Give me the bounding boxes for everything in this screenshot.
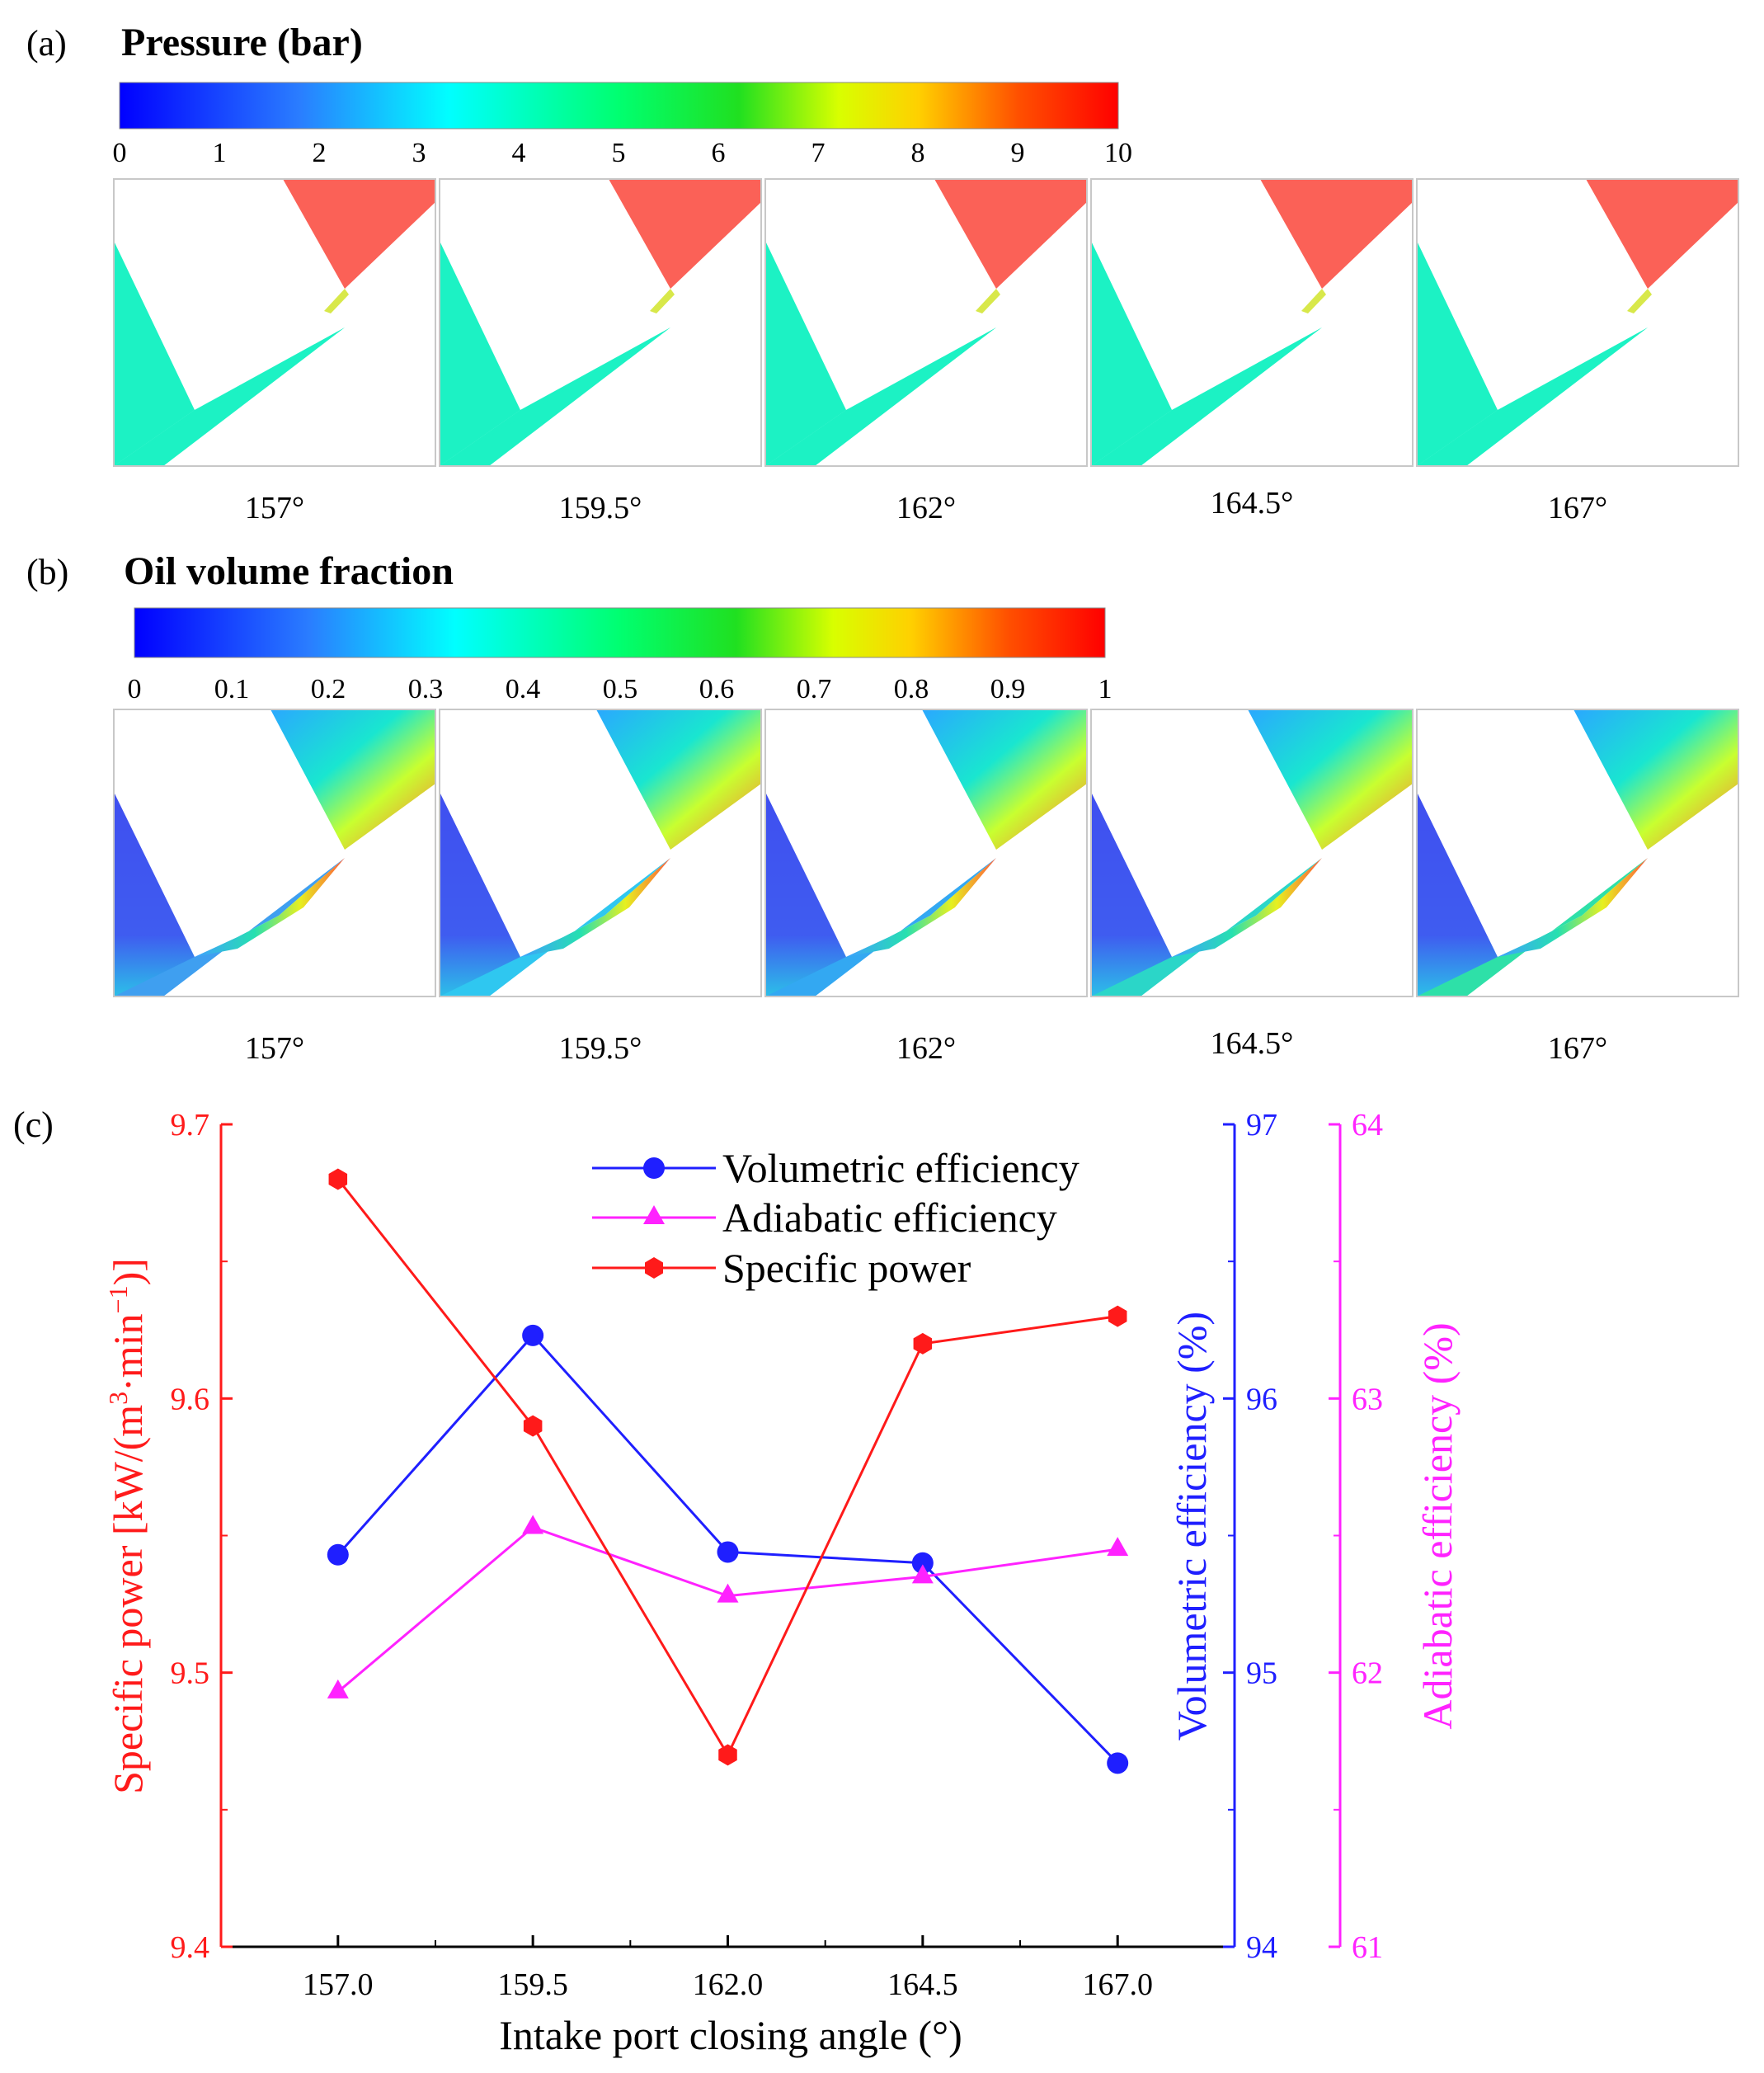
pressure-tick: 5 <box>612 138 626 168</box>
x-tick-label: 162.0 <box>693 1967 764 2002</box>
oil-contour-167 <box>1416 709 1739 997</box>
oil-angle-label: 167° <box>1548 1031 1607 1066</box>
panel-a-title: Pressure (bar) <box>121 21 363 64</box>
volumetric-efficiency-point <box>1107 1752 1129 1774</box>
legend-label-specific-power: Specific power <box>722 1245 971 1291</box>
adiabatic-axis-tick-label: 62 <box>1352 1656 1383 1691</box>
panel-a: (a) Pressure (bar) 0 1 2 3 4 5 6 7 8 9 1… <box>26 21 1739 525</box>
legend: Volumetric efficiency Adiabatic efficien… <box>592 1145 1080 1291</box>
oil-tick: 0.6 <box>699 674 735 704</box>
volumetric-axis-tick-label: 95 <box>1246 1656 1277 1691</box>
adiabatic-efficiency-point <box>911 1564 934 1584</box>
x-tick-label: 164.5 <box>887 1967 958 2002</box>
panel-b-title: Oil volume fraction <box>124 549 454 593</box>
specific-power-point <box>523 1415 543 1437</box>
specific-power-point <box>1108 1305 1127 1327</box>
legend-label-adiabatic: Adiabatic efficiency <box>722 1194 1057 1241</box>
pressure-contour-157 <box>113 178 436 467</box>
adiabatic-efficiency-point <box>1107 1537 1129 1557</box>
left-axis-tick-label: 9.5 <box>171 1656 210 1691</box>
volumetric-axis-title: Volumetric efficiency (%) <box>1169 1312 1215 1741</box>
specific-power-point <box>913 1332 933 1355</box>
oil-colorbar <box>134 607 1106 658</box>
oil-tick: 1 <box>1098 674 1112 704</box>
adiabatic-axis-tick-label: 61 <box>1352 1930 1383 1965</box>
oil-contour-162 <box>764 709 1088 997</box>
oil-contour-164-5 <box>1090 709 1414 997</box>
left-axis-tick-label: 9.4 <box>171 1930 210 1965</box>
panel-b: (b) Oil volume fraction 0 0.1 0.2 0.3 0.… <box>26 549 1739 1066</box>
oil-colorbar-ticks: 0 0.1 0.2 0.3 0.4 0.5 0.6 0.7 0.8 0.9 1 <box>128 674 1112 704</box>
oil-tick: 0.2 <box>311 674 346 704</box>
oil-tick: 0 <box>128 674 142 704</box>
pressure-tick: 10 <box>1104 138 1132 168</box>
pressure-angle-label: 162° <box>896 491 956 525</box>
pressure-angle-label: 157° <box>245 491 304 525</box>
panel-a-label: (a) <box>26 23 67 64</box>
adiabatic-efficiency-point <box>717 1583 739 1603</box>
chart-marks: 157.0 159.5 162.0 164.5 167.0 9.4 9.5 9.6 9.7 94 9… <box>171 1108 1384 2002</box>
legend-marker-specific-power <box>645 1257 663 1279</box>
panel-c-chart: (c) 157.0 159.5 162.0 164.5 167.0 9.4 9.5 9.6 9.… <box>13 1105 1461 2058</box>
pressure-tick: 6 <box>712 138 726 168</box>
pressure-colorbar-ticks: 0 1 2 3 4 5 6 7 8 9 10 <box>113 138 1133 168</box>
left-axis-title: Specific power [kW/(m3·min−1)] <box>103 1258 151 1794</box>
panel-c-label: (c) <box>13 1105 54 1145</box>
oil-angle-label: 162° <box>896 1031 956 1066</box>
oil-tick: 0.7 <box>797 674 832 704</box>
x-tick-label: 167.0 <box>1082 1967 1153 2002</box>
volumetric-axis-tick-label: 96 <box>1246 1382 1277 1416</box>
pressure-contour-167 <box>1416 178 1739 467</box>
legend-marker-adiabatic <box>643 1205 665 1224</box>
x-axis-title: Intake port closing angle (°) <box>499 2012 962 2058</box>
volumetric-axis-tick-label: 94 <box>1246 1930 1277 1965</box>
pressure-angle-label: 159.5° <box>559 491 642 525</box>
adiabatic-axis-title: Adiabatic efficiency (%) <box>1414 1322 1461 1729</box>
pressure-tick: 3 <box>412 138 426 168</box>
pressure-tick: 9 <box>1011 138 1025 168</box>
oil-tick: 0.1 <box>214 674 250 704</box>
volumetric-axis-tick-label: 97 <box>1246 1108 1277 1143</box>
volumetric-efficiency-point <box>327 1543 349 1566</box>
volumetric-efficiency-point <box>717 1541 739 1563</box>
pressure-tick: 0 <box>113 138 127 168</box>
oil-tick: 0.9 <box>990 674 1026 704</box>
adiabatic-efficiency-point <box>327 1679 349 1698</box>
oil-angle-label: 157° <box>245 1031 304 1066</box>
pressure-angle-label: 167° <box>1548 491 1607 525</box>
adiabatic-axis-tick-label: 63 <box>1352 1382 1383 1416</box>
oil-contour-159-5 <box>439 709 762 997</box>
x-tick-label: 157.0 <box>303 1967 374 2002</box>
oil-angle-label: 164.5° <box>1211 1026 1294 1061</box>
oil-angle-label: 159.5° <box>559 1031 642 1066</box>
specific-power-point <box>718 1744 737 1766</box>
pressure-tick: 8 <box>911 138 925 168</box>
pressure-colorbar <box>119 82 1119 130</box>
adiabatic-efficiency-point <box>522 1515 544 1534</box>
legend-label-volumetric: Volumetric efficiency <box>722 1145 1080 1191</box>
pressure-tick: 1 <box>213 138 227 168</box>
pressure-angle-label: 164.5° <box>1211 486 1294 521</box>
oil-tick: 0.4 <box>506 674 541 704</box>
pressure-tick: 7 <box>811 138 826 168</box>
volumetric-efficiency-point <box>522 1324 544 1346</box>
volumetric-efficiency-point <box>911 1552 934 1574</box>
oil-contour-157 <box>113 709 436 997</box>
pressure-contour-162 <box>764 178 1088 467</box>
pressure-contour-159-5 <box>439 178 762 467</box>
pressure-contour-164-5 <box>1090 178 1414 467</box>
legend-marker-volumetric <box>643 1157 665 1179</box>
pressure-tick: 2 <box>313 138 327 168</box>
panel-b-label: (b) <box>26 552 68 592</box>
oil-tick: 0.5 <box>603 674 638 704</box>
oil-tick: 0.8 <box>894 674 929 704</box>
left-axis-tick-label: 9.6 <box>171 1382 210 1416</box>
left-axis-tick-label: 9.7 <box>171 1108 210 1143</box>
oil-tick: 0.3 <box>408 674 444 704</box>
specific-power-point <box>328 1168 348 1190</box>
x-tick-label: 159.5 <box>497 1967 568 2002</box>
pressure-tick: 4 <box>512 138 526 168</box>
adiabatic-axis-tick-label: 64 <box>1352 1108 1383 1143</box>
